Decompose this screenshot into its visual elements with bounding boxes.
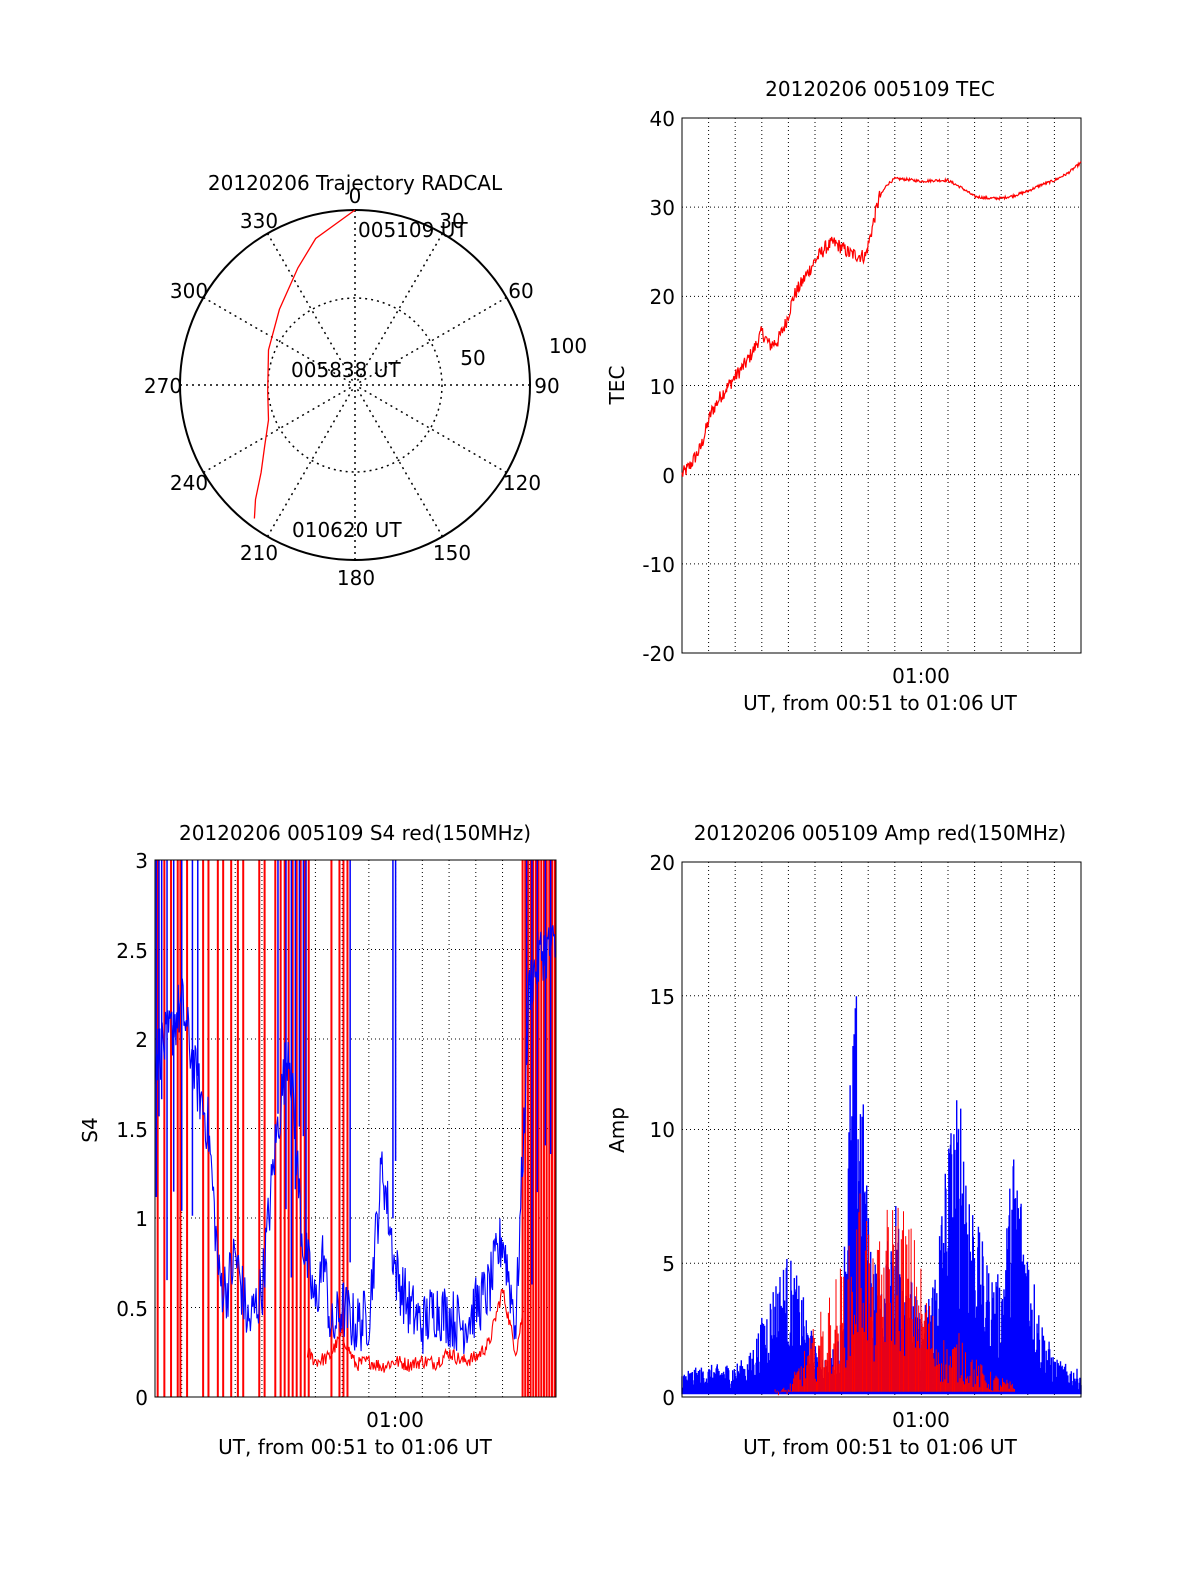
s4-title: 20120206 005109 S4 red(150MHz) <box>179 821 531 845</box>
tec-ytick-10: 10 <box>650 375 675 399</box>
tec-series <box>681 161 1082 477</box>
tec-plot: 20120206 005109 TEC 40 30 20 10 0 -10 -2… <box>605 77 1082 715</box>
amp-ytick-5: 5 <box>662 1252 675 1276</box>
amp-ylabel: Amp <box>605 1107 629 1153</box>
amp-ytick-15: 15 <box>650 985 675 1009</box>
tec-title: 20120206 005109 TEC <box>765 77 995 101</box>
tec-xtick-0100: 01:00 <box>892 664 950 688</box>
s4-ytick-1: 1 <box>135 1207 148 1231</box>
angle-label-150: 150 <box>433 541 471 565</box>
tec-xlabel: UT, from 00:51 to 01:06 UT <box>743 691 1018 715</box>
angle-label-0: 0 <box>349 184 362 208</box>
amp-xtick-0100: 01:00 <box>892 1408 950 1432</box>
amp-plot-frame <box>681 861 1082 1398</box>
s4-xtick-0100: 01:00 <box>366 1408 424 1432</box>
angle-label-180: 180 <box>337 566 375 590</box>
trajectory-start-label: 005109 UT <box>358 218 468 242</box>
radius-label-50: 50 <box>460 346 485 370</box>
tec-ytick-30: 30 <box>650 196 675 220</box>
s4-ytick-2: 2 <box>135 1028 148 1052</box>
tec-ytick-neg10: -10 <box>642 553 675 577</box>
amp-ytick-0: 0 <box>662 1386 675 1410</box>
s4-blue-spikes <box>155 860 552 1285</box>
polar-spokes <box>180 210 530 560</box>
angle-label-90: 90 <box>534 374 559 398</box>
trajectory-mid-label: 005838 UT <box>291 358 401 382</box>
s4-plot-frame <box>154 859 557 1398</box>
s4-ytick-3: 3 <box>135 849 148 873</box>
angle-label-210: 210 <box>240 541 278 565</box>
polar-trajectory-plot: 20120206 Trajectory RADCAL 0 30 60 90 12… <box>144 171 587 590</box>
s4-xlabel: UT, from 00:51 to 01:06 UT <box>218 1435 493 1459</box>
amp-ytick-10: 10 <box>650 1118 675 1142</box>
s4-series-red <box>306 1288 525 1373</box>
amp-plot: 20120206 005109 Amp red(150MHz) 20 15 10… <box>605 821 1082 1459</box>
s4-ytick-0: 0 <box>135 1386 148 1410</box>
s4-ylabel: S4 <box>78 1117 102 1142</box>
trajectory-series <box>253 209 356 519</box>
angle-label-240: 240 <box>170 471 208 495</box>
s4-plot: 20120206 005109 S4 red(150MHz) 3 2.5 2 1… <box>78 821 557 1459</box>
angle-label-60: 60 <box>508 279 533 303</box>
tec-plot-frame <box>681 117 1082 654</box>
s4-red-spikes <box>156 860 556 1397</box>
tec-ytick-40: 40 <box>650 107 675 131</box>
s4-ytick-2.5: 2.5 <box>116 939 148 963</box>
s4-ytick-0.5: 0.5 <box>116 1297 148 1321</box>
trajectory-end-label: 010620 UT <box>292 518 402 542</box>
s4-ytick-1.5: 1.5 <box>116 1118 148 1142</box>
tec-ytick-20: 20 <box>650 285 675 309</box>
tec-grid <box>682 118 1081 653</box>
angle-label-120: 120 <box>503 471 541 495</box>
polar-title: 20120206 Trajectory RADCAL <box>208 171 503 195</box>
polar-inner-circle <box>267 297 443 473</box>
amp-series-red <box>774 1193 1015 1396</box>
angle-label-270: 270 <box>144 374 182 398</box>
radius-label-100: 100 <box>549 334 587 358</box>
tec-ytick-neg20: -20 <box>642 642 675 666</box>
polar-angle-labels: 0 30 60 90 120 150 180 210 240 270 300 3… <box>144 184 560 590</box>
angle-label-30: 30 <box>439 209 464 233</box>
tec-ytick-0: 0 <box>662 464 675 488</box>
polar-spoke-150 <box>266 233 444 537</box>
amp-xlabel: UT, from 00:51 to 01:06 UT <box>743 1435 1018 1459</box>
s4-series-blue <box>154 925 557 1355</box>
angle-label-330: 330 <box>240 209 278 233</box>
amp-ytick-20: 20 <box>650 851 675 875</box>
tec-ylabel: TEC <box>605 366 629 406</box>
amp-red-noise <box>774 1193 1015 1396</box>
amp-title: 20120206 005109 Amp red(150MHz) <box>694 821 1066 845</box>
angle-label-300: 300 <box>170 279 208 303</box>
